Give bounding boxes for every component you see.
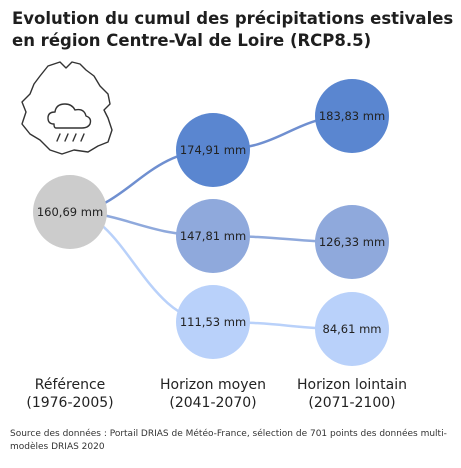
mid-value-label-1: 174,91 mm	[180, 143, 246, 157]
far-value-label-3: 84,61 mm	[323, 322, 382, 336]
column-label-far-horizon: Horizon lointain (2071-2100)	[277, 376, 427, 412]
far-bubble-1: 183,83 mm	[315, 79, 389, 153]
column-label-mid-horizon-name: Horizon moyen	[160, 377, 266, 393]
title-line-1: Evolution du cumul des précipitations es…	[12, 9, 454, 28]
mid-value-label-3: 111,53 mm	[180, 315, 246, 329]
column-label-mid-horizon-period: (2041-2070)	[169, 395, 257, 411]
column-label-far-horizon-name: Horizon lointain	[296, 377, 408, 393]
region-map-with-rain-cloud-icon	[21, 61, 113, 155]
mid-bubble-2: 147,81 mm	[176, 199, 250, 273]
chart-title: Evolution du cumul des précipitations es…	[12, 8, 454, 52]
diagram-canvas: 160,69 mm 174,91 mm 147,81 mm 111,53 mm …	[21, 61, 389, 366]
far-bubble-2: 126,33 mm	[315, 205, 389, 279]
mid-bubble-1: 174,91 mm	[176, 113, 250, 187]
far-value-label-1: 183,83 mm	[319, 109, 385, 123]
column-label-reference-period: (1976-2005)	[26, 395, 114, 411]
title-line-2: en région Centre-Val de Loire (RCP8.5)	[12, 31, 372, 50]
reference-value-label: 160,69 mm	[37, 205, 103, 219]
far-value-label-2: 126,33 mm	[319, 235, 385, 249]
column-label-reference: Référence (1976-2005)	[0, 376, 145, 412]
column-label-reference-name: Référence	[34, 377, 106, 393]
column-label-mid-horizon: Horizon moyen (2041-2070)	[138, 376, 288, 412]
reference-bubble: 160,69 mm	[33, 175, 107, 249]
far-bubble-3: 84,61 mm	[315, 292, 389, 366]
mid-value-label-2: 147,81 mm	[180, 229, 246, 243]
column-label-far-horizon-period: (2071-2100)	[308, 395, 396, 411]
mid-bubble-3: 111,53 mm	[176, 285, 250, 359]
source-note: Source des données : Portail DRIAS de Mé…	[10, 429, 447, 452]
